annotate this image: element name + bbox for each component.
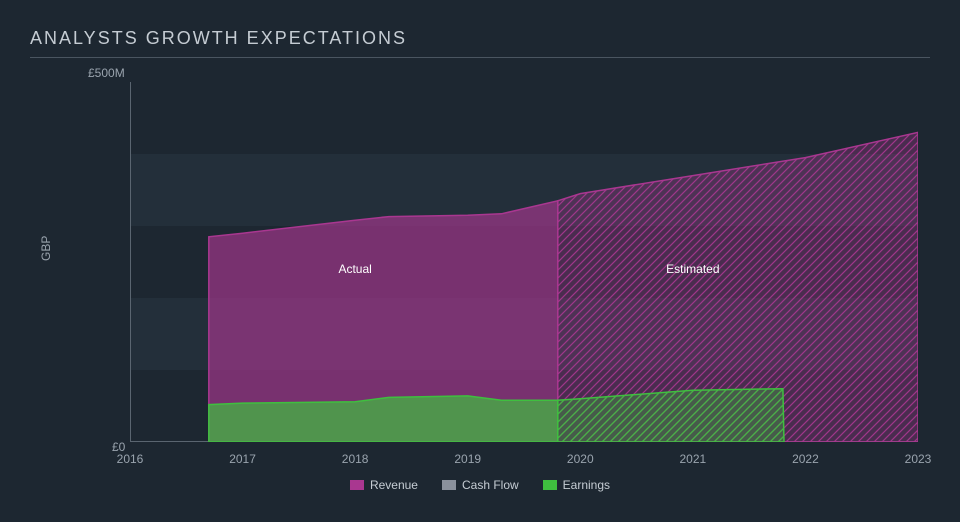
estimated-region-label: Estimated (666, 262, 719, 276)
legend-swatch-icon (350, 480, 364, 490)
x-tick-label: 2018 (342, 452, 369, 466)
x-tick-label: 2022 (792, 452, 819, 466)
legend-item-revenue: Revenue (350, 478, 418, 492)
x-tick-label: 2019 (454, 452, 481, 466)
legend-label: Revenue (370, 478, 418, 492)
x-tick-label: 2023 (905, 452, 932, 466)
legend-label: Earnings (563, 478, 610, 492)
chart-title: ANALYSTS GROWTH EXPECTATIONS (30, 28, 930, 58)
y-tick-top: £500M (88, 66, 125, 80)
chart-svg (130, 82, 918, 442)
chart-outer: £500M £0 GBP ActualEstimated RevenueCash… (30, 64, 930, 484)
legend-swatch-icon (543, 480, 557, 490)
plot-area: Actual Estimated (130, 82, 918, 442)
legend-label: Cash Flow (462, 478, 519, 492)
x-tick-label: 2016 (117, 452, 144, 466)
y-axis-label: GBP (39, 236, 53, 261)
legend: Revenue Cash Flow Earnings (30, 478, 930, 492)
legend-item-cashflow: Cash Flow (442, 478, 519, 492)
actual-region-label: Actual (338, 262, 371, 276)
legend-item-earnings: Earnings (543, 478, 610, 492)
x-tick-label: 2020 (567, 452, 594, 466)
x-tick-label: 2021 (679, 452, 706, 466)
x-tick-label: 2017 (229, 452, 256, 466)
earnings-actual-area (209, 396, 558, 442)
chart-container: ANALYSTS GROWTH EXPECTATIONS £500M £0 GB… (0, 0, 960, 522)
legend-swatch-icon (442, 480, 456, 490)
